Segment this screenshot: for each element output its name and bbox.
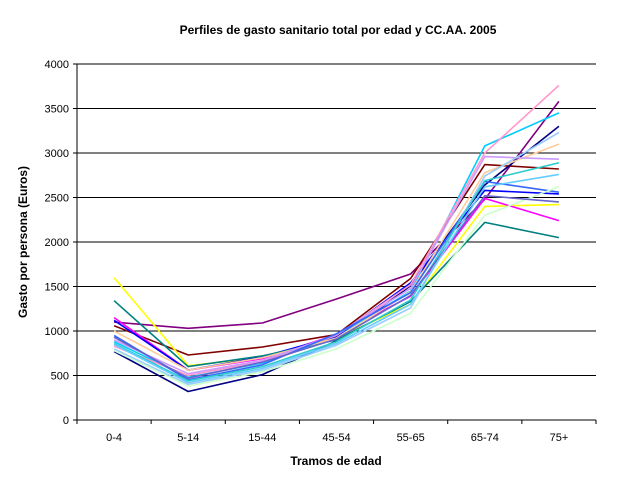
axes: [73, 63, 597, 424]
series-line: [113, 194, 559, 380]
y-tick-labels: 0 500 1000 1500 2000 2500 3000 3500 4000: [45, 59, 69, 427]
series-line: [113, 221, 560, 368]
x-tick-label: 65-74: [471, 432, 499, 444]
series-line: [113, 163, 559, 356]
series-line: [113, 180, 560, 381]
series-line: [113, 186, 560, 388]
y-tick-label: 1000: [45, 326, 69, 338]
chart-title: Perfiles de gasto sanitario total por ed…: [180, 23, 497, 37]
x-tick-labels: 0-4 5-14 15-44 45-54 55-65 65-74 75+: [106, 432, 568, 444]
x-tick-label: 55-65: [397, 432, 425, 444]
x-tick-label: 5-14: [177, 432, 199, 444]
y-tick-label: 1500: [45, 282, 69, 294]
x-tick-label: 15-44: [248, 432, 276, 444]
x-tick-label: 75+: [550, 432, 569, 444]
series-lines: [113, 84, 560, 393]
series-line: [113, 84, 560, 377]
x-tick-label: 45-54: [322, 432, 350, 444]
x-tick-label: 0-4: [106, 432, 122, 444]
y-tick-label: 2500: [45, 193, 69, 205]
x-axis-label: Tramos de edad: [290, 454, 381, 468]
y-tick-label: 500: [51, 371, 69, 383]
series-line: [113, 162, 560, 382]
y-tick-label: 2000: [45, 237, 69, 249]
y-tick-label: 3000: [45, 148, 69, 160]
series-line: [113, 173, 560, 384]
y-tick-label: 4000: [45, 59, 69, 71]
series-line: [113, 155, 559, 375]
series-line: [114, 100, 560, 330]
y-tick-label: 3500: [45, 104, 69, 116]
y-axis-label: Gasto por persona (Euros): [16, 166, 30, 318]
y-tick-label: 0: [63, 415, 69, 427]
gridlines: [77, 63, 596, 376]
series-line: [113, 131, 560, 386]
